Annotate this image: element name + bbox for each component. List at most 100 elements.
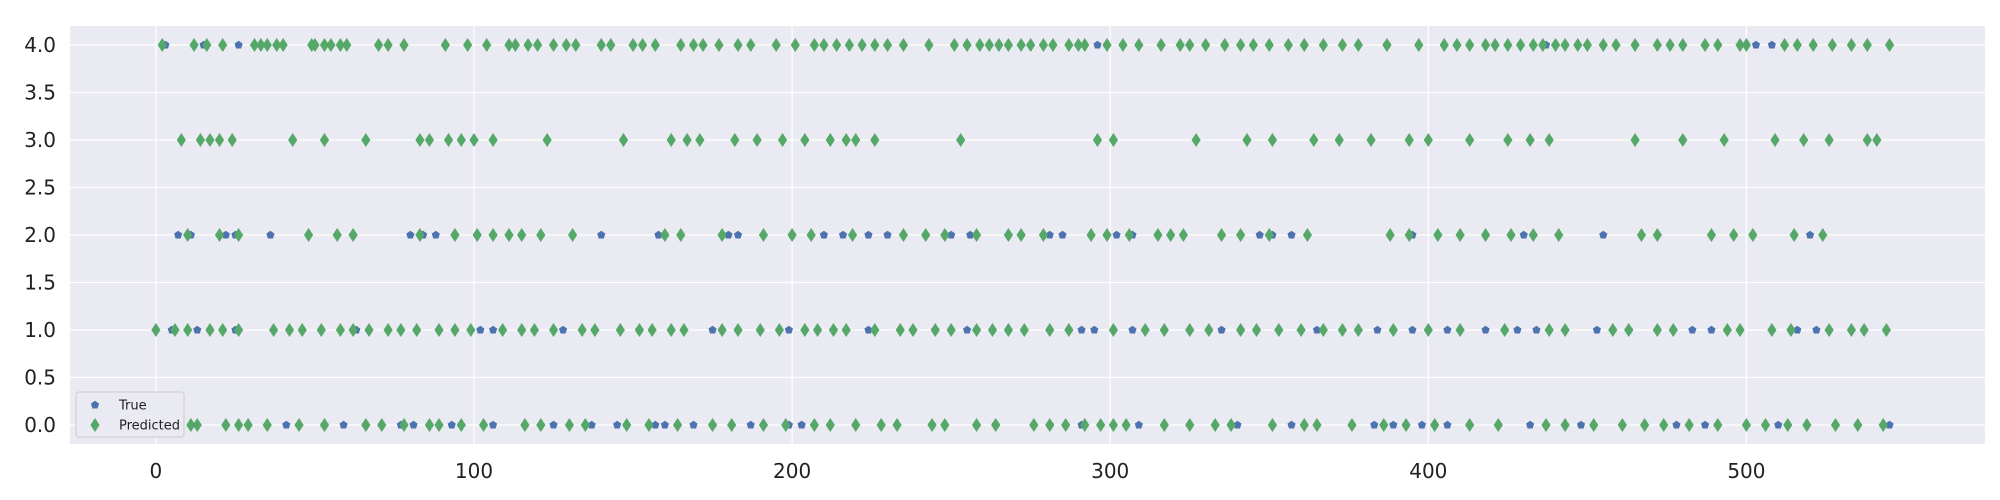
predicted-point: [1264, 38, 1274, 52]
predicted-point: [1722, 323, 1732, 337]
predicted-point: [1430, 418, 1440, 432]
true-point: [1513, 325, 1522, 334]
predicted-point: [297, 323, 307, 337]
predicted-point: [695, 133, 705, 147]
predicted-point: [412, 323, 422, 337]
true-point: [488, 325, 498, 334]
predicted-point: [504, 38, 514, 52]
predicted-point: [1872, 133, 1882, 147]
predicted-point: [1019, 323, 1029, 337]
true-point: [1592, 325, 1601, 334]
predicted-point: [1544, 323, 1554, 337]
predicted-point: [1102, 228, 1112, 242]
predicted-point: [1465, 38, 1475, 52]
predicted-point: [1878, 418, 1888, 432]
predicted-point: [752, 133, 762, 147]
predicted-point: [1493, 418, 1503, 432]
predicted-point: [825, 418, 835, 432]
true-point: [864, 230, 873, 239]
x-tick-labels: 0 100 200 300 400 500: [150, 459, 1766, 483]
legend-label-predicted: Predicted: [119, 419, 180, 434]
true-point: [339, 420, 348, 429]
predicted-point: [157, 38, 167, 52]
predicted-point: [956, 133, 966, 147]
true-point: [1058, 230, 1067, 239]
predicted-point: [590, 323, 600, 337]
true-point: [1090, 325, 1099, 334]
predicted-point: [1503, 133, 1513, 147]
predicted-point: [243, 418, 253, 432]
predicted-point: [186, 418, 196, 432]
predicted-point: [637, 38, 648, 52]
predicted-point: [1073, 38, 1083, 52]
predicted-point: [548, 323, 559, 337]
predicted-point: [1630, 133, 1640, 147]
predicted-point: [841, 323, 851, 337]
predicted-point: [1678, 133, 1688, 147]
predicted-point: [1385, 228, 1395, 242]
predicted-point: [924, 38, 934, 52]
predicted-point: [1684, 418, 1694, 432]
predicted-point: [1236, 38, 1246, 52]
true-point: [1672, 420, 1681, 429]
predicted-point: [319, 133, 330, 147]
predicted-point: [262, 38, 272, 52]
predicted-point: [921, 228, 931, 242]
predicted-point: [377, 418, 387, 432]
predicted-point: [335, 323, 345, 337]
predicted-point: [1080, 38, 1090, 52]
true-point: [864, 325, 873, 334]
predicted-point: [1121, 418, 1131, 432]
predicted-point: [676, 38, 686, 52]
predicted-point: [972, 323, 982, 337]
predicted-point: [262, 418, 272, 432]
predicted-point: [469, 133, 479, 147]
true-point: [234, 40, 243, 49]
predicted-point: [361, 133, 371, 147]
predicted-point: [1433, 228, 1443, 242]
predicted-point: [1248, 38, 1258, 52]
predicted-point: [825, 133, 835, 147]
y-tick-label: 1.0: [24, 318, 56, 342]
x-tick-label: 100: [455, 459, 493, 483]
predicted-point: [758, 228, 769, 242]
y-tick-label: 1.5: [24, 271, 56, 295]
predicted-point: [991, 418, 1001, 432]
predicted-point: [183, 323, 193, 337]
y-tick-label: 2.0: [24, 223, 56, 247]
predicted-point: [1061, 418, 1071, 432]
predicted-point: [1862, 133, 1872, 147]
predicted-point: [851, 418, 861, 432]
predicted-point: [755, 323, 765, 337]
true-point: [1519, 230, 1528, 239]
predicted-point: [303, 228, 314, 242]
predicted-point: [195, 133, 206, 147]
predicted-point: [1178, 228, 1188, 242]
true-point: [1767, 40, 1776, 49]
predicted-point: [1038, 228, 1049, 242]
predicted-point: [577, 323, 587, 337]
true-point: [613, 420, 622, 429]
predicted-point: [698, 38, 708, 52]
predicted-point: [364, 323, 374, 337]
predicted-point: [272, 38, 282, 52]
predicted-point: [478, 418, 489, 432]
true-point: [1885, 420, 1894, 429]
predicted-point: [1299, 418, 1309, 432]
predicted-point: [1274, 323, 1284, 337]
predicted-point: [628, 38, 638, 52]
predicted-point: [870, 38, 880, 52]
predicted-point: [1414, 38, 1424, 52]
predicted-point: [1353, 38, 1363, 52]
predicted-point: [800, 323, 810, 337]
predicted-point: [568, 228, 578, 242]
predicted-point: [316, 323, 326, 337]
predicted-point: [730, 133, 740, 147]
x-tick-label: 200: [773, 459, 811, 483]
predicted-point: [930, 323, 940, 337]
predicted-point: [1617, 418, 1627, 432]
predicted-point: [962, 38, 972, 52]
predicted-point: [790, 38, 800, 52]
predicted-point: [987, 323, 998, 337]
predicted-point: [1541, 418, 1551, 432]
